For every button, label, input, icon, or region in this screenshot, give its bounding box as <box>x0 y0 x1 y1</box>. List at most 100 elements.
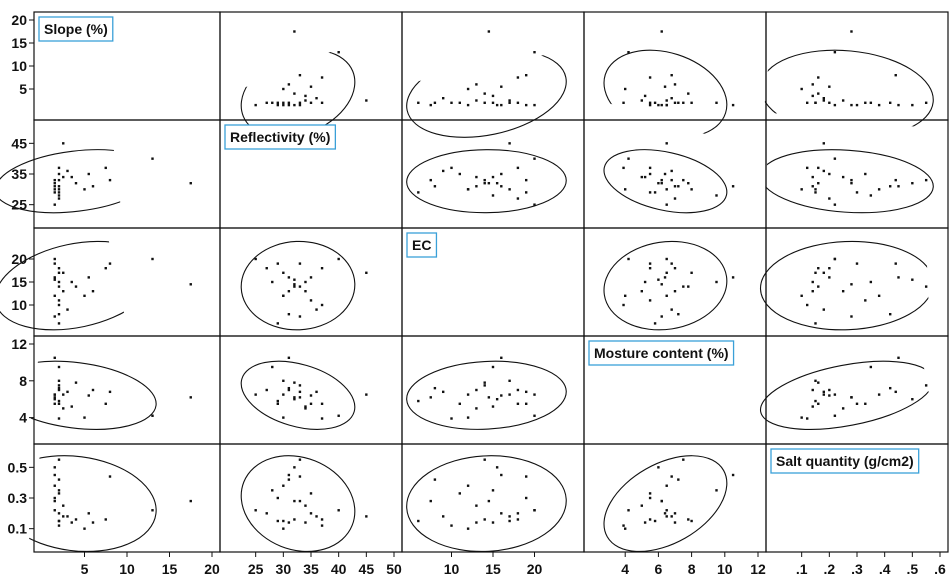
data-point-r3-c2-19 <box>516 402 520 405</box>
confidence-ellipse-r4-c1 <box>240 455 356 553</box>
data-point-r0-c2-24 <box>508 99 511 102</box>
data-point-r2-c3-7 <box>682 285 685 288</box>
data-point-r3-c2-25 <box>450 417 453 420</box>
data-point-r4-c2-21 <box>466 527 470 530</box>
data-point-r4-c0-11 <box>66 515 69 518</box>
data-point-r4-c2-18 <box>475 521 478 524</box>
data-point-r0-c4-16 <box>817 92 820 95</box>
data-point-r4-c2-9 <box>466 484 470 487</box>
data-point-r2-c1-24 <box>365 271 368 274</box>
data-point-r1-c0-1 <box>57 197 61 200</box>
data-point-r1-c2-10 <box>458 172 461 176</box>
data-point-r1-c2-17 <box>500 172 503 176</box>
data-point-r3-c2-5 <box>491 365 495 369</box>
data-point-r2-c4-2 <box>855 262 859 265</box>
data-point-r2-c1-20 <box>298 262 302 265</box>
data-point-r4-c0-13 <box>53 499 56 503</box>
data-point-r1-c0-20 <box>108 178 112 182</box>
data-point-r0-c1-24 <box>365 99 368 102</box>
cell-r2-c4-border <box>765 227 949 337</box>
data-point-r4-c2-14 <box>417 519 420 523</box>
data-point-r2-c4-19 <box>817 267 820 270</box>
data-point-r2-c0-6 <box>53 278 56 281</box>
data-point-r1-c4-14 <box>814 191 817 194</box>
data-point-r2-c1-16 <box>293 285 296 288</box>
data-point-r4-c3-15 <box>643 521 647 524</box>
data-point-r3-c2-12 <box>433 386 437 390</box>
left-tick-label-0-3: 20 <box>11 12 27 28</box>
data-point-r2-c1-1 <box>265 267 268 270</box>
data-point-r2-c0-21 <box>83 294 86 297</box>
data-point-r2-c4-20 <box>894 262 897 265</box>
data-point-r4-c0-0 <box>53 509 56 512</box>
data-point-r0-c4-1 <box>828 101 831 104</box>
data-point-r1-c2-13 <box>429 178 432 182</box>
data-point-r3-c1-25 <box>320 417 324 420</box>
data-point-r0-c1-25 <box>320 101 324 104</box>
confidence-ellipse-r2-c3 <box>603 240 728 331</box>
data-point-r1-c4-6 <box>911 182 914 185</box>
data-point-r1-c4-7 <box>924 178 928 182</box>
data-point-r0-c4-12 <box>889 101 892 104</box>
data-point-r2-c1-11 <box>315 308 318 311</box>
data-point-r3-c2-9 <box>466 393 470 396</box>
variable-label-box-4 <box>770 448 920 474</box>
data-point-r0-c3-5 <box>715 101 718 104</box>
data-point-r4-c0-14 <box>57 519 61 523</box>
data-point-r2-c3-24 <box>665 271 668 274</box>
data-point-r0-c1-8 <box>304 99 307 102</box>
bottom-tick-label-0-2: 15 <box>162 561 178 577</box>
data-point-r2-c0-14 <box>57 322 61 325</box>
data-point-r0-c3-16 <box>687 92 690 95</box>
data-point-r4-c0-21 <box>83 527 86 530</box>
data-point-r0-c2-18 <box>475 83 478 86</box>
data-point-r3-c4-11 <box>822 390 825 394</box>
data-point-r0-c3-21 <box>624 87 627 91</box>
data-point-r3-c1-9 <box>282 393 285 396</box>
data-point-r1-c3-23 <box>660 182 663 185</box>
data-point-r4-c3-25 <box>622 524 625 527</box>
bottom-tick-label-3-3: 10 <box>717 561 733 577</box>
data-point-r0-c1-7 <box>298 101 302 104</box>
data-point-r3-c0-16 <box>74 381 78 384</box>
data-point-r4-c3-1 <box>673 512 677 515</box>
data-point-r4-c2-12 <box>433 478 437 481</box>
data-point-r3-c4-18 <box>811 388 814 392</box>
data-point-r0-c2-9 <box>466 103 470 107</box>
data-point-r0-c4-10 <box>864 101 867 104</box>
data-point-r3-c1-5 <box>271 365 274 369</box>
data-point-r1-c0-14 <box>57 191 61 194</box>
data-point-r0-c1-17 <box>309 85 313 88</box>
data-point-r3-c4-12 <box>889 386 892 390</box>
data-point-r1-c4-23 <box>850 182 853 185</box>
data-point-r2-c0-10 <box>57 299 61 302</box>
data-point-r1-c4-0 <box>833 203 837 206</box>
data-point-r2-c0-22 <box>151 257 154 261</box>
data-point-r0-c2-2 <box>525 103 528 107</box>
data-point-r1-c2-24 <box>508 142 511 145</box>
data-point-r4-c2-19 <box>516 518 520 521</box>
data-point-r1-c0-16 <box>74 182 78 185</box>
cell-r1-c4-border <box>765 119 949 229</box>
data-point-r4-c0-15 <box>70 521 73 524</box>
data-point-r2-c0-1 <box>57 267 61 270</box>
data-point-r3-c0-3 <box>57 379 61 382</box>
bottom-tick-label-4-1: .2 <box>823 561 835 577</box>
data-point-r3-c1-13 <box>298 396 302 399</box>
data-point-r0-c2-7 <box>483 101 486 104</box>
data-point-r3-c1-20 <box>298 390 302 394</box>
cell-r3-c1-border <box>219 335 403 445</box>
data-point-r2-c4-4 <box>897 276 900 279</box>
data-point-r2-c3-19 <box>648 267 652 270</box>
data-point-r1-c4-10 <box>864 172 867 176</box>
data-point-r2-c4-9 <box>877 294 881 297</box>
cell-r3-c4-border <box>765 335 949 445</box>
data-point-r3-c4-20 <box>894 390 897 394</box>
bottom-tick-label-0-3: 20 <box>204 561 220 577</box>
cell-r3-c2-border <box>401 335 585 445</box>
cell-r4-c3-border <box>583 443 767 553</box>
data-point-r3-c1-2 <box>276 402 279 405</box>
data-point-r0-c1-3 <box>282 101 285 104</box>
data-point-r1-c2-6 <box>495 182 499 185</box>
data-point-r4-c2-16 <box>483 518 486 521</box>
